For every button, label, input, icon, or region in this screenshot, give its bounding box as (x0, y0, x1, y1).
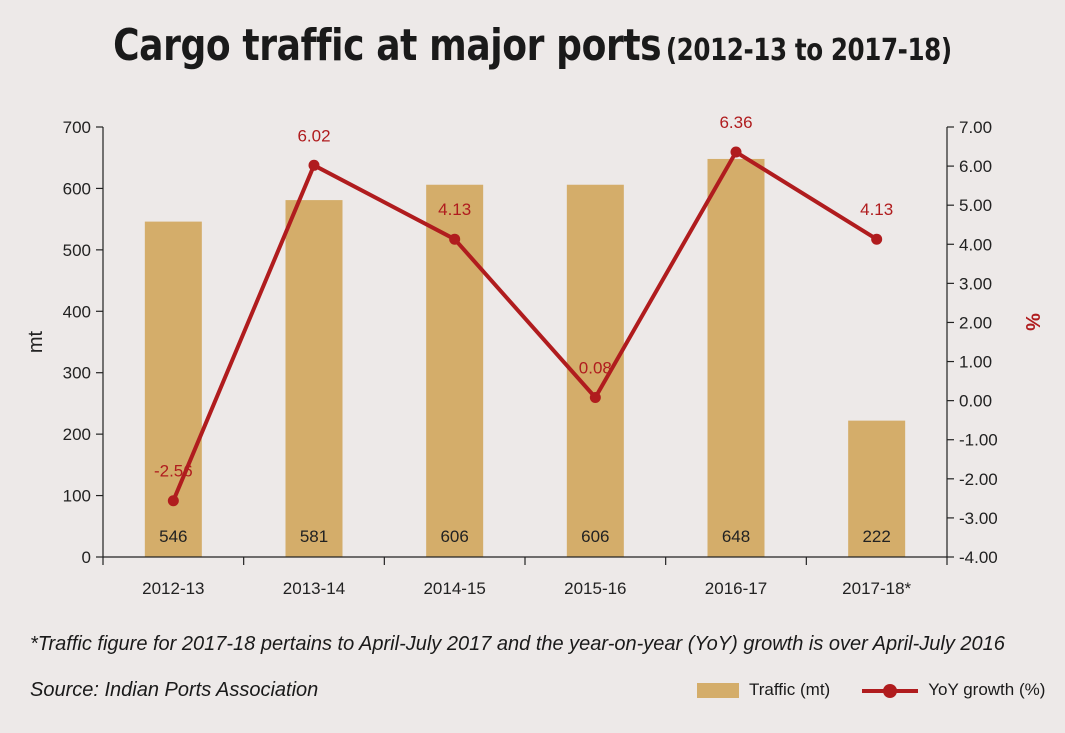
chart-legend: Traffic (mt) YoY growth (%) (697, 678, 1045, 702)
bar-2012-13 (144, 221, 202, 557)
growth-value-label: 0.08 (579, 359, 612, 378)
y-tick-label: 700 (63, 118, 91, 137)
y2-tick-label: 3.00 (959, 274, 992, 293)
growth-point (167, 495, 179, 507)
y-tick-label: 600 (63, 179, 91, 198)
y2-axis-label: % (1021, 313, 1043, 331)
growth-value-label: -2.56 (154, 462, 193, 481)
x-tick-label: 2017-18* (842, 579, 911, 598)
x-tick-label: 2013-14 (283, 579, 345, 598)
bar-value-label: 222 (862, 527, 890, 546)
y2-tick-label: -1.00 (959, 431, 998, 450)
bar-value-label: 606 (440, 527, 468, 546)
x-tick-label: 2014-15 (423, 579, 485, 598)
bar-value-label: 606 (581, 527, 609, 546)
bar-2013-14 (285, 200, 343, 557)
bar-2016-17 (707, 158, 765, 557)
growth-value-label: 6.36 (719, 113, 752, 132)
growth-value-label: 4.13 (860, 200, 893, 219)
x-tick-label: 2012-13 (142, 579, 204, 598)
bar-value-label: 581 (300, 527, 328, 546)
bar-value-label: 648 (722, 527, 750, 546)
y2-tick-label: -4.00 (959, 548, 998, 567)
y2-tick-label: 6.00 (959, 157, 992, 176)
legend-label-growth: YoY growth (%) (928, 680, 1046, 699)
y-tick-label: 0 (82, 548, 91, 567)
y-tick-label: 500 (63, 241, 91, 260)
legend-swatch-traffic (697, 682, 739, 698)
y-tick-label: 200 (63, 425, 91, 444)
y-tick-label: 300 (63, 364, 91, 383)
growth-point (308, 159, 320, 171)
x-tick-label: 2016-17 (705, 579, 767, 598)
combo-chart: 0 100 200 300 400 500 600 700 mt -4.00 -3.00 -2.00 -… (25, 113, 1043, 598)
bar-2014-15 (426, 184, 484, 557)
y2-tick-label: 4.00 (959, 235, 992, 254)
chart-title: Cargo traffic at major ports (2012-13 to… (96, 20, 969, 71)
y-tick-label: 100 (63, 487, 91, 506)
y2-tick-label: 7.00 (959, 118, 992, 137)
x-tick-label: 2015-16 (564, 579, 626, 598)
bar-2017-18* (848, 420, 906, 557)
growth-point (730, 146, 742, 158)
y-tick-label: 400 (63, 302, 91, 321)
growth-point (449, 233, 461, 245)
y2-tick-label: -3.00 (959, 509, 998, 528)
growth-line (171, 150, 878, 502)
growth-point (589, 392, 601, 404)
y2-tick-label: 2.00 (959, 313, 992, 332)
y2-tick-label: -2.00 (959, 470, 998, 489)
chart-footnote: *Traffic figure for 2017-18 pertains to … (30, 633, 1005, 655)
legend-label-traffic: Traffic (mt) (749, 680, 831, 699)
bar-value-label: 546 (159, 527, 187, 546)
bar-2015-16 (566, 184, 624, 557)
y-axis-label: mt (25, 330, 47, 353)
growth-point (871, 233, 883, 245)
y2-tick-label: 1.00 (959, 353, 992, 372)
chart-source: Source: Indian Ports Association (30, 679, 319, 701)
y2-tick-label: 0.00 (959, 392, 992, 411)
growth-value-label: 4.13 (438, 200, 471, 219)
y2-tick-label: 5.00 (959, 196, 992, 215)
chart-title-main: Cargo traffic at major ports (113, 20, 662, 71)
chart-title-sub: (2012-13 to 2017-18) (665, 33, 952, 68)
growth-value-label: 6.02 (297, 126, 330, 145)
legend-swatch-growth (862, 682, 919, 698)
